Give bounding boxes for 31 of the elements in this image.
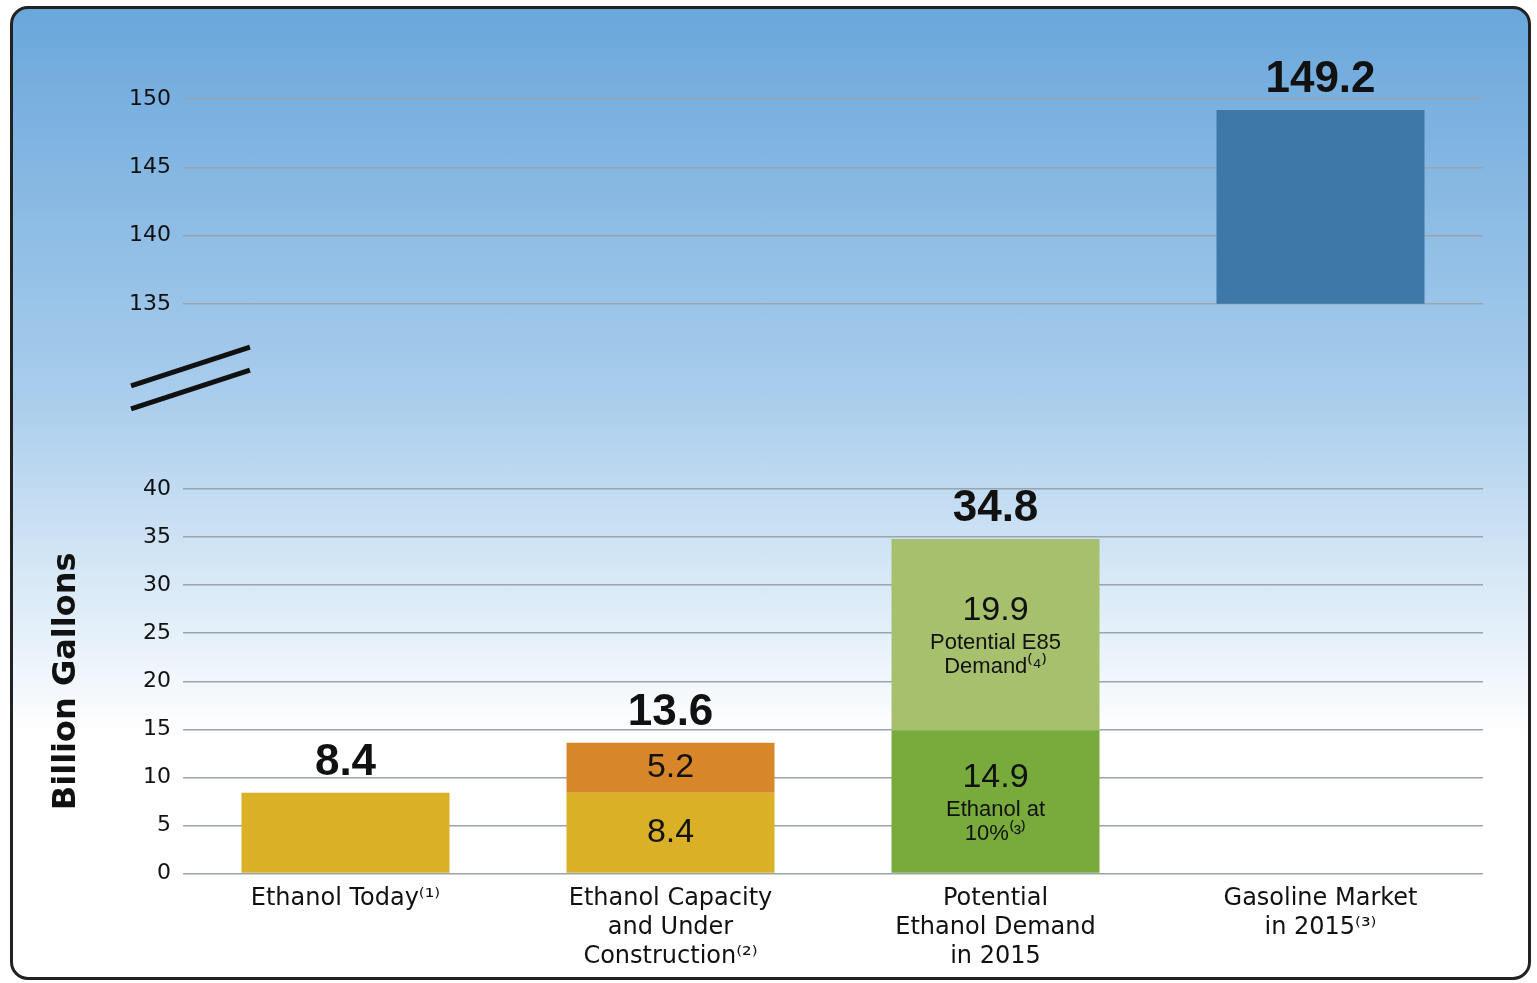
total-label: 13.6	[627, 684, 714, 734]
x-tick-label: Gasoline Market in 2015⁽³⁾	[1223, 883, 1418, 941]
y-tick-label: 140	[129, 221, 171, 247]
y-tick-label: 15	[143, 715, 171, 741]
bar	[566, 792, 775, 873]
data-label: 8.4	[646, 811, 695, 850]
bar	[566, 742, 775, 793]
data-label: 19.9 Potential E85 Demand⁽⁴⁾	[930, 589, 1061, 678]
y-tick-label: 25	[143, 618, 171, 644]
y-tick-label: 145	[129, 152, 171, 178]
y-tick-label: 135	[129, 289, 171, 315]
total-label: 34.8	[952, 481, 1039, 531]
total-label: 8.4	[314, 734, 377, 784]
y-tick-label: 20	[143, 667, 171, 693]
y-tick-label: 10	[143, 763, 171, 789]
bar	[241, 792, 450, 873]
y-tick-label: 5	[157, 811, 171, 837]
bar	[891, 539, 1100, 731]
y-tick-label: 0	[157, 859, 171, 885]
y-axis-title: Billion Gallons	[44, 552, 83, 811]
bar	[891, 730, 1100, 873]
y-tick-label: 35	[143, 522, 171, 548]
y-tick-label: 30	[143, 570, 171, 596]
data-label: 14.9 Ethanol at 10%⁽³⁾	[945, 755, 1046, 845]
data-label: 5.2	[646, 746, 695, 785]
y-tick-label: 150	[129, 84, 171, 110]
x-tick-label: Ethanol Capacity and Under Construction⁽²⁾	[568, 883, 773, 969]
total-label: 149.2	[1265, 52, 1376, 102]
x-tick-label: Potential Ethanol Demand in 2015	[895, 883, 1096, 969]
x-tick-label: Ethanol Today⁽¹⁾	[250, 883, 441, 912]
y-tick-label: 40	[143, 474, 171, 500]
